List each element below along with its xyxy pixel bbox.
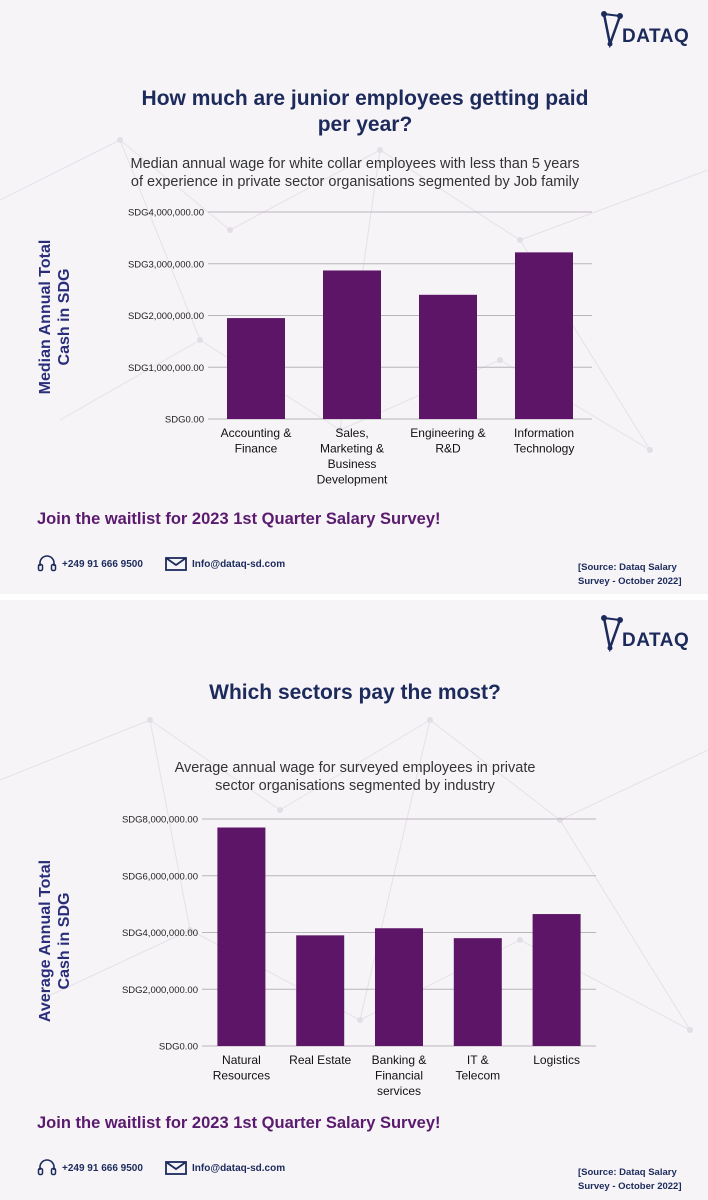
x-category-label: Resources — [213, 1069, 270, 1083]
source-line-2: Survey - October 2022] — [578, 1181, 682, 1192]
x-category-label: IT & — [467, 1053, 489, 1067]
bar — [217, 827, 266, 1046]
y-tick-label: SDG6,000,000.00 — [122, 871, 198, 882]
dataq-logo-icon — [601, 615, 623, 652]
chart-subtitle-line-2: sector organisations segmented by indust… — [215, 778, 495, 794]
phone-number: +249 91 666 9500 — [62, 558, 143, 570]
dataq-logo-icon — [601, 11, 623, 48]
chart-subtitle-line-1: Median annual wage for white collar empl… — [130, 156, 580, 172]
chart-title-line-2: per year? — [317, 113, 413, 136]
email-contact[interactable]: Info@dataq-sd.com — [165, 557, 285, 571]
source-note: [Source: Dataq Salary Survey - October 2… — [578, 1166, 682, 1194]
x-category-label: services — [377, 1084, 421, 1098]
x-category-label: Logistics — [533, 1053, 580, 1067]
waitlist-cta[interactable]: Join the waitlist for 2023 1st Quarter S… — [37, 1114, 441, 1132]
bar — [296, 935, 345, 1046]
bar — [419, 294, 477, 419]
y-tick-label: SDG1,000,000.00 — [128, 363, 204, 374]
x-category-label: Natural — [222, 1053, 261, 1067]
salary-panel-sectors: DATAQ Which sectors pay the most? Averag… — [0, 600, 708, 1200]
phone-contact[interactable]: +249 91 666 9500 — [37, 554, 143, 574]
x-category-label: Information — [514, 426, 574, 440]
y-tick-label: SDG4,000,000.00 — [122, 928, 198, 939]
bar — [532, 914, 581, 1046]
x-category-label: Financial — [375, 1069, 423, 1083]
envelope-icon — [165, 1161, 187, 1175]
dataq-logo: DATAQ — [600, 612, 689, 652]
source-line-1: [Source: Dataq Salary — [578, 1167, 677, 1178]
bar — [227, 318, 285, 419]
logo-text: DATAQ — [622, 26, 690, 47]
y-tick-label: SDG0.00 — [165, 415, 204, 426]
y-tick-label: SDG8,000,000.00 — [122, 815, 198, 826]
headset-icon — [37, 555, 57, 572]
x-category-label: Accounting & — [221, 426, 292, 440]
chart-title-line-1: How much are junior employees getting pa… — [141, 87, 589, 110]
source-note: [Source: Dataq Salary Survey - October 2… — [578, 561, 682, 589]
email-address: Info@dataq-sd.com — [192, 1162, 286, 1174]
chart-subtitle: Median annual wage for white collar empl… — [100, 155, 610, 191]
source-line-1: [Source: Dataq Salary — [578, 562, 677, 573]
envelope-icon — [165, 557, 187, 571]
x-category-label: Technology — [514, 442, 575, 456]
y-tick-label: SDG2,000,000.00 — [122, 985, 198, 996]
email-contact[interactable]: Info@dataq-sd.com — [165, 1161, 285, 1175]
y-tick-label: SDG4,000,000.00 — [128, 208, 204, 219]
bar-chart-job-family: SDG0.00 SDG1,000,000.00 SDG2,000,000.00 SDG… — [128, 208, 592, 487]
x-category-label: Sales, — [335, 426, 368, 440]
bar — [453, 938, 502, 1046]
x-category-label: Engineering & — [410, 426, 485, 440]
waitlist-cta[interactable]: Join the waitlist for 2023 1st Quarter S… — [37, 510, 441, 528]
x-category-label: Finance — [235, 442, 278, 456]
salary-panel-junior: DATAQ How much are junior employees gett… — [0, 0, 708, 594]
chart-title: How much are junior employees getting pa… — [110, 86, 620, 138]
bar — [323, 270, 381, 419]
x-category-label: Telecom — [455, 1069, 500, 1083]
phone-number: +249 91 666 9500 — [62, 1162, 143, 1174]
source-line-2: Survey - October 2022] — [578, 576, 682, 587]
x-category-label: Marketing & — [320, 442, 384, 456]
x-category-label: Real Estate — [289, 1053, 351, 1067]
chart-subtitle-line-2: of experience in private sector organisa… — [130, 174, 580, 190]
chart-subtitle-line-1: Average annual wage for surveyed employe… — [174, 760, 536, 776]
x-category-label: Development — [317, 473, 388, 487]
bar-chart-industry: SDG0.00 SDG2,000,000.00 SDG4,000,000.00 SDG… — [122, 815, 596, 1098]
x-category-label: Business — [328, 457, 377, 471]
chart-subtitle: Average annual wage for surveyed employe… — [150, 759, 560, 795]
email-address: Info@dataq-sd.com — [192, 558, 286, 570]
y-tick-label: SDG2,000,000.00 — [128, 311, 204, 322]
chart-title-line-1: Which sectors pay the most? — [209, 681, 501, 704]
x-category-label: R&D — [435, 442, 461, 456]
bar — [375, 928, 423, 1046]
panel-divider — [0, 594, 708, 600]
logo-text: DATAQ — [622, 630, 690, 651]
phone-contact[interactable]: +249 91 666 9500 — [37, 1158, 143, 1178]
dataq-logo: DATAQ — [600, 8, 689, 48]
headset-icon — [37, 1159, 57, 1176]
bar — [515, 252, 573, 419]
y-tick-label: SDG0.00 — [159, 1042, 198, 1053]
x-category-label: Banking & — [372, 1053, 427, 1067]
chart-title: Which sectors pay the most? — [100, 680, 610, 706]
y-tick-label: SDG3,000,000.00 — [128, 259, 204, 270]
